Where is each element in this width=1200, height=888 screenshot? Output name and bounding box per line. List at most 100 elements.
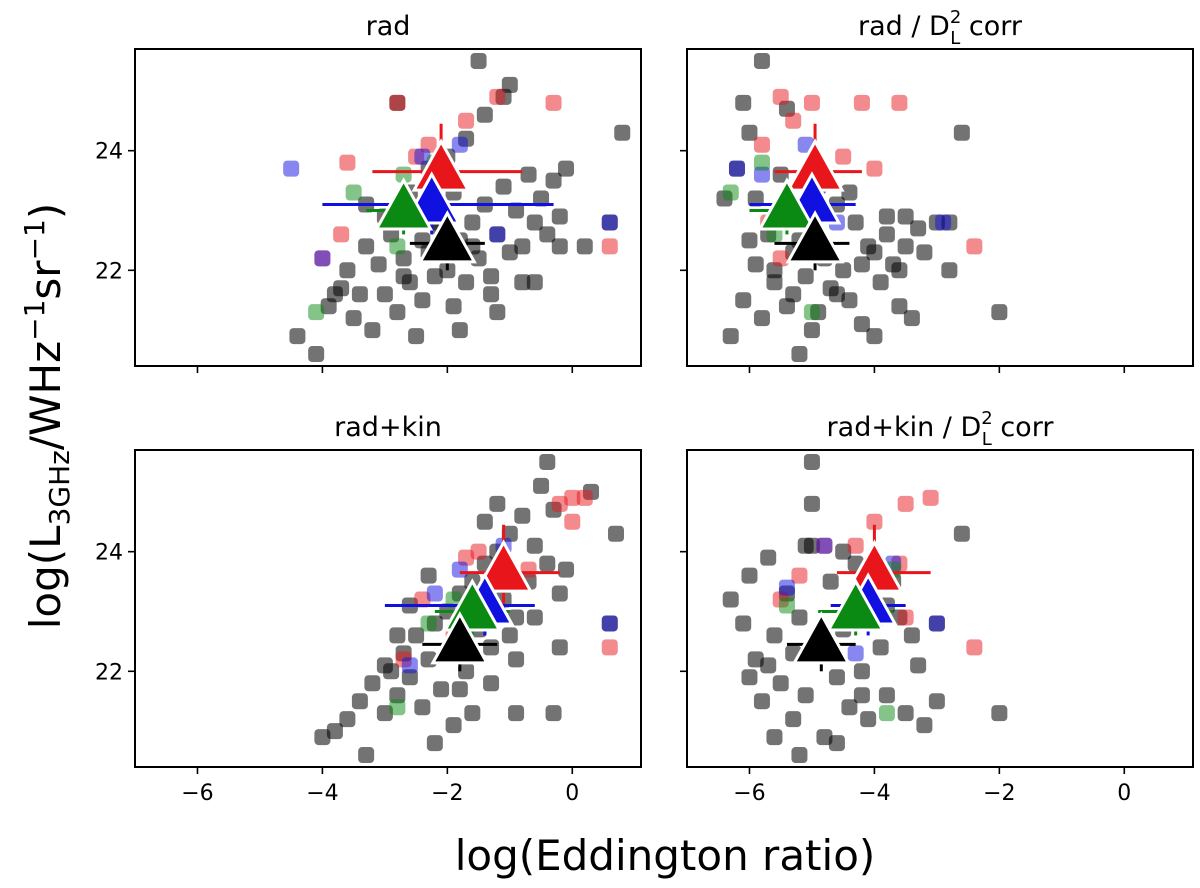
source-point xyxy=(408,627,425,644)
source-point xyxy=(533,190,550,207)
source-point xyxy=(785,286,802,303)
y-axis-label: log(L3GHz/WHz−1sr−1) xyxy=(18,203,76,630)
source-point xyxy=(853,256,870,273)
red-point xyxy=(601,639,618,656)
source-point xyxy=(797,268,814,285)
source-point xyxy=(558,561,575,578)
green-point xyxy=(878,705,895,722)
source-point xyxy=(897,705,914,722)
source-point xyxy=(551,639,568,656)
source-point xyxy=(722,591,739,608)
source-point xyxy=(576,238,593,255)
green-point xyxy=(778,597,795,614)
y-tick-label: 24 xyxy=(95,541,123,566)
source-point xyxy=(741,669,758,686)
source-point xyxy=(828,735,845,752)
red-point xyxy=(772,88,789,105)
axes-frame xyxy=(134,48,642,367)
source-point xyxy=(741,232,758,249)
green-point xyxy=(803,304,820,321)
axes-frame xyxy=(686,449,1194,768)
blue-point xyxy=(728,160,745,177)
source-point xyxy=(897,238,914,255)
source-point xyxy=(766,729,783,746)
blue-point xyxy=(601,615,618,632)
black-mean-marker xyxy=(430,611,490,665)
source-point xyxy=(526,214,543,231)
source-point xyxy=(514,507,531,524)
source-point xyxy=(389,304,406,321)
source-point xyxy=(370,256,387,273)
source-point xyxy=(772,675,789,692)
source-point xyxy=(414,292,431,309)
source-point xyxy=(308,346,325,363)
green-mean-marker xyxy=(826,578,886,632)
source-point xyxy=(526,537,543,554)
source-point xyxy=(760,549,777,566)
y-tick-label: 22 xyxy=(95,259,123,284)
source-point xyxy=(458,274,475,291)
source-point xyxy=(747,256,764,273)
red-point xyxy=(551,495,568,512)
green-point xyxy=(753,154,770,171)
black-mean-marker xyxy=(791,611,851,665)
x-tick-label: −2 xyxy=(431,781,463,806)
red-point xyxy=(389,94,406,111)
blue-point xyxy=(451,136,468,153)
green-point xyxy=(722,184,739,201)
source-point xyxy=(326,723,343,740)
x-axis-label: log(Eddington ratio) xyxy=(455,831,876,880)
source-point xyxy=(991,705,1008,722)
source-point xyxy=(853,663,870,680)
plot-area xyxy=(722,453,1008,764)
x-tick-label: −4 xyxy=(306,781,338,806)
red-point xyxy=(489,88,506,105)
source-point xyxy=(753,52,770,69)
source-point xyxy=(991,304,1008,321)
source-point xyxy=(339,711,356,728)
red-point xyxy=(564,513,581,530)
source-point xyxy=(872,639,889,656)
x-tick-label: −2 xyxy=(983,781,1015,806)
source-point xyxy=(735,292,752,309)
red-mean-marker xyxy=(474,539,534,593)
red-point xyxy=(414,591,431,608)
source-point xyxy=(747,190,764,207)
source-point xyxy=(916,244,933,261)
source-point xyxy=(847,214,864,231)
source-point xyxy=(608,525,625,542)
red-point xyxy=(458,112,475,129)
red-point xyxy=(853,94,870,111)
source-point xyxy=(376,705,393,722)
panel-2: rad / D2 L corr xyxy=(680,7,1194,373)
green-mean-marker xyxy=(374,177,434,231)
source-point xyxy=(878,208,895,225)
blue-point xyxy=(928,615,945,632)
source-point xyxy=(878,687,895,704)
panel-3: −6 −4 −2 0 22 24 rad+kin xyxy=(95,412,642,806)
source-point xyxy=(408,328,425,345)
source-point xyxy=(866,244,883,261)
y-tick-label: 22 xyxy=(95,660,123,685)
source-point xyxy=(508,202,525,219)
source-point xyxy=(289,328,306,345)
source-point xyxy=(514,238,531,255)
source-point xyxy=(791,609,808,626)
blue-point xyxy=(778,579,795,596)
x-tick-label: −4 xyxy=(858,781,890,806)
plot-area xyxy=(716,52,1008,363)
source-point xyxy=(791,747,808,764)
red-point xyxy=(470,543,487,560)
blue-point xyxy=(314,250,331,267)
red-point xyxy=(564,489,581,506)
source-point xyxy=(866,328,883,345)
source-point xyxy=(520,166,537,183)
source-point xyxy=(753,693,770,710)
axes-frame xyxy=(134,449,642,768)
source-point xyxy=(853,316,870,333)
source-point xyxy=(358,238,375,255)
black-mean-marker xyxy=(785,210,845,264)
source-point xyxy=(339,262,356,279)
red-point xyxy=(339,154,356,171)
source-point xyxy=(326,286,343,303)
